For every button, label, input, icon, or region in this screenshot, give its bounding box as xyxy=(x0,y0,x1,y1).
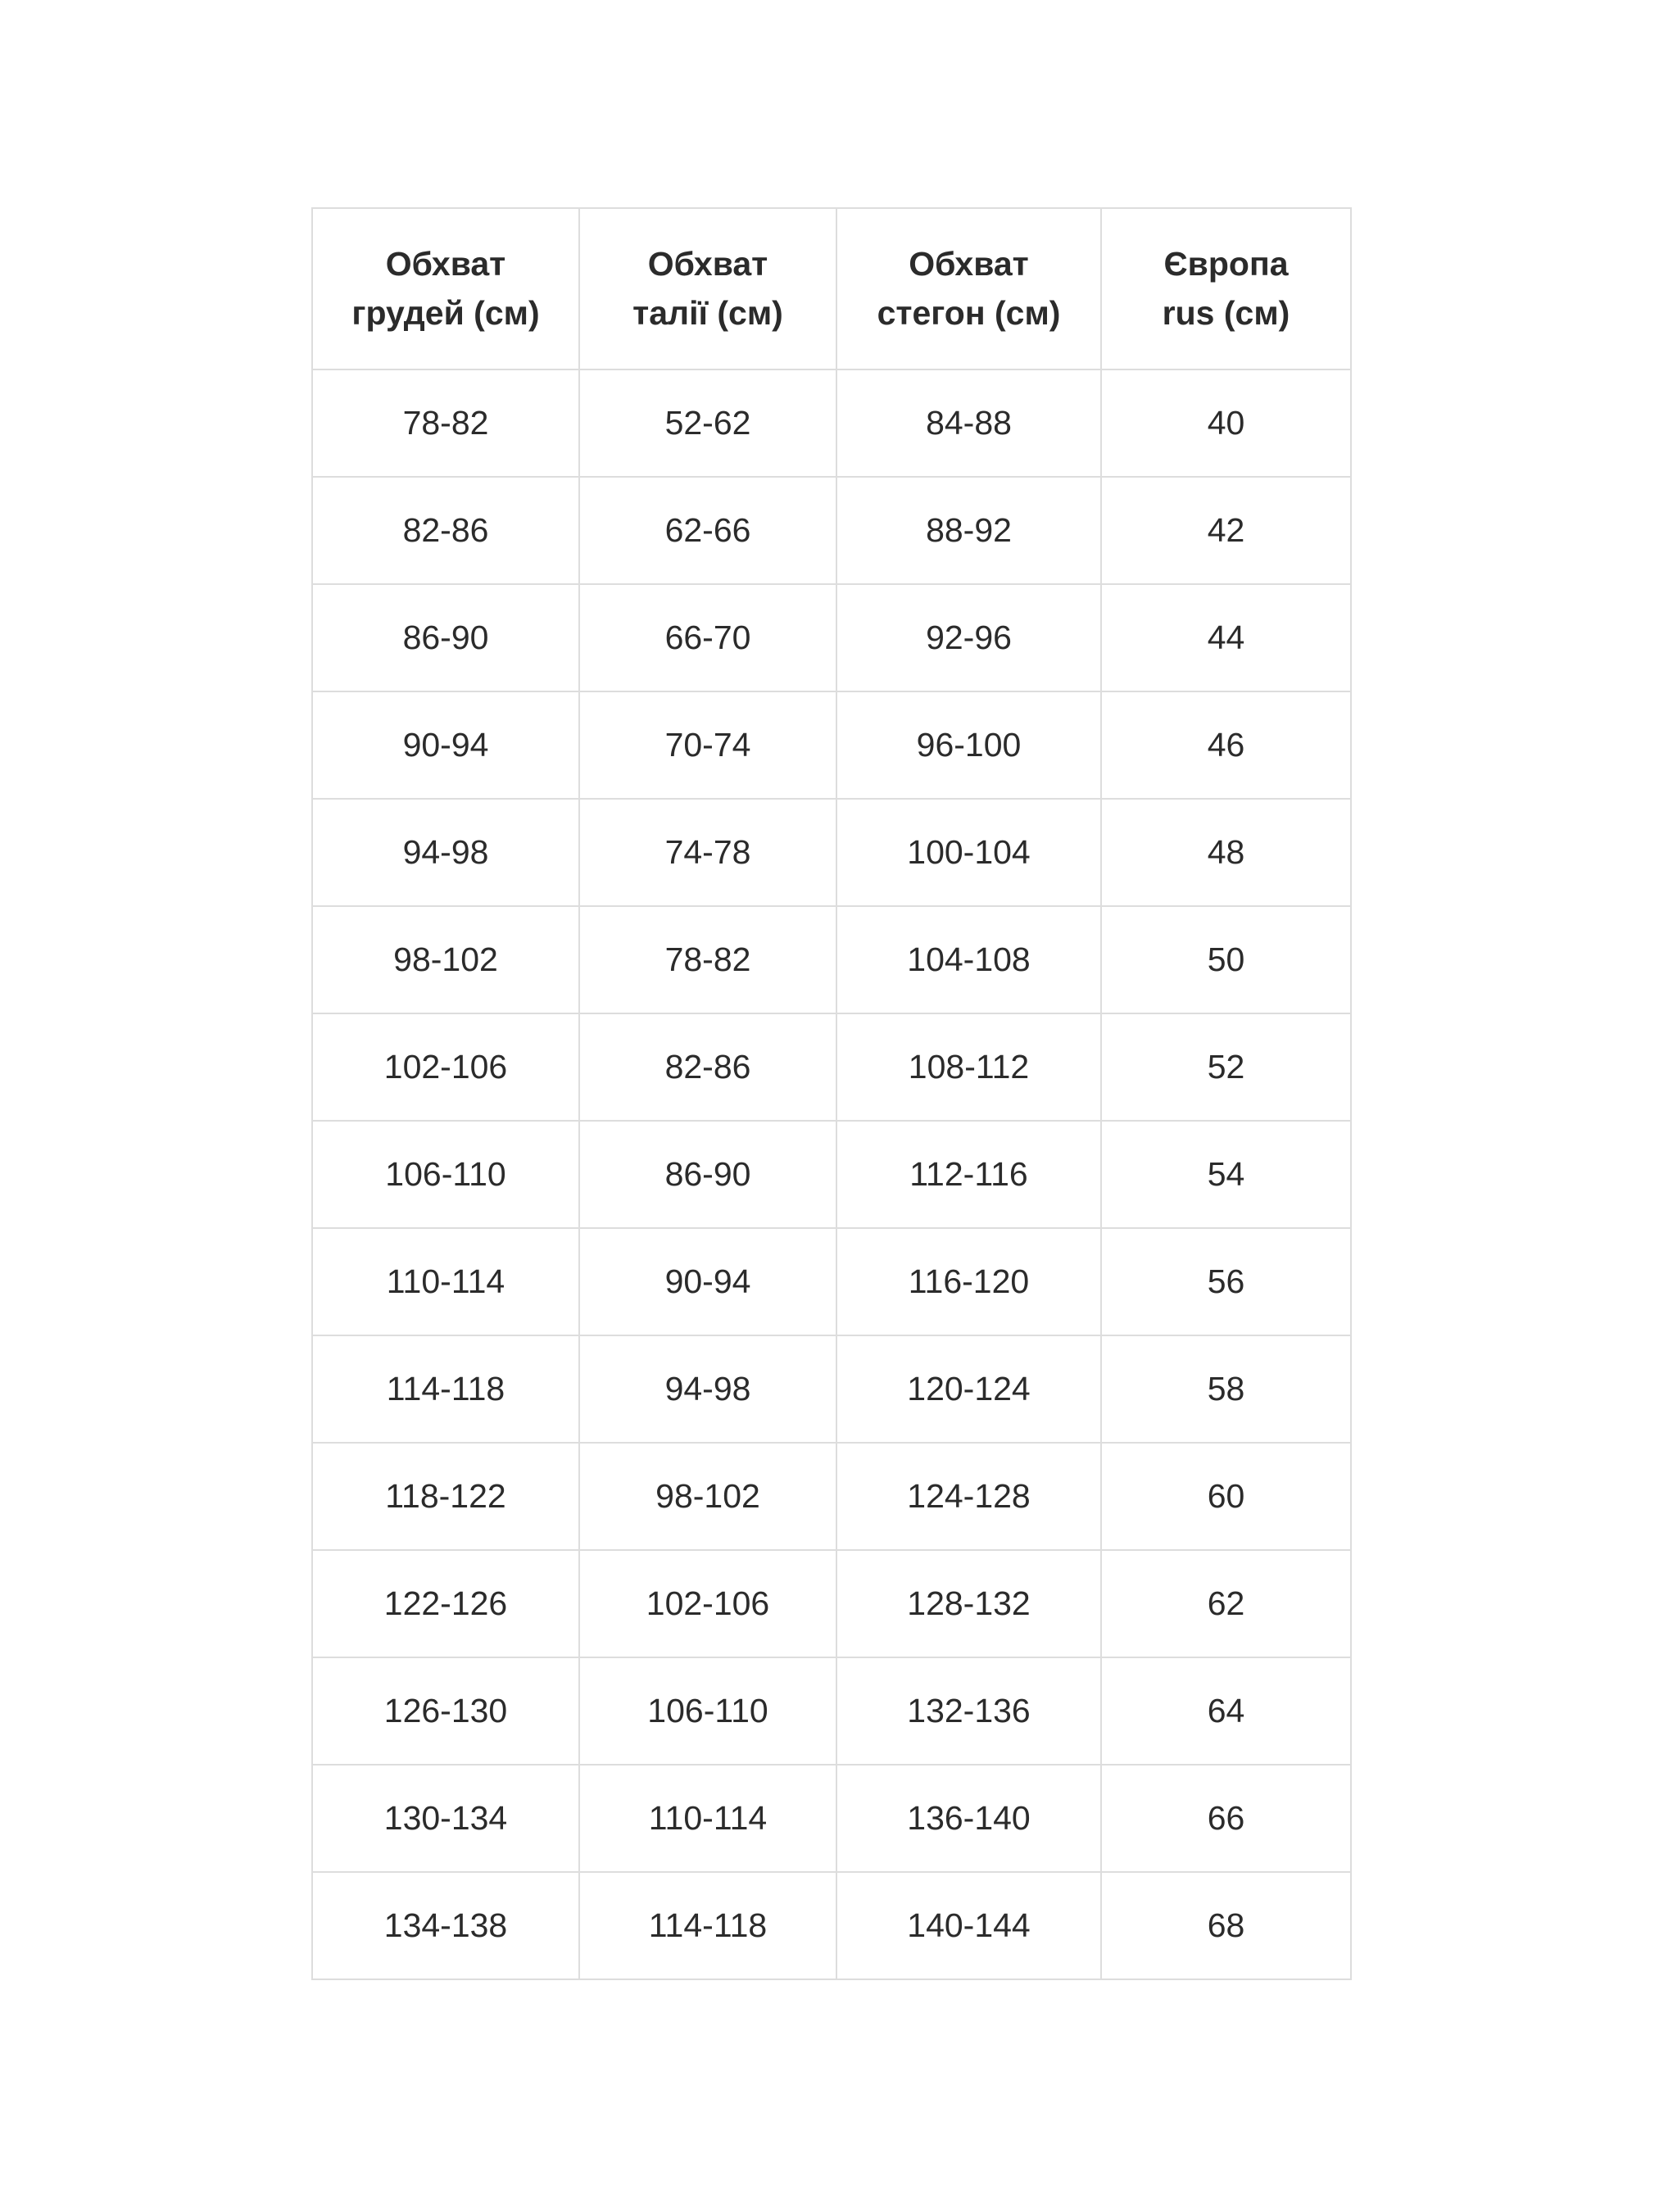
table-row: 126-130 106-110 132-136 64 xyxy=(311,1657,1352,1766)
cell-chest: 82-86 xyxy=(311,476,580,585)
cell-waist: 70-74 xyxy=(578,691,837,800)
column-header-waist: Обхват талії (см) xyxy=(578,207,837,370)
cell-hips: 124-128 xyxy=(836,1442,1102,1551)
table-row: 134-138 114-118 140-144 68 xyxy=(311,1871,1352,1980)
column-header-line2: стегон (см) xyxy=(877,293,1061,332)
cell-hips: 136-140 xyxy=(836,1764,1102,1873)
table-row: 102-106 82-86 108-112 52 xyxy=(311,1013,1352,1122)
cell-hips: 92-96 xyxy=(836,583,1102,692)
column-header-line2: талії (см) xyxy=(632,293,783,332)
table-row: 118-122 98-102 124-128 60 xyxy=(311,1442,1352,1551)
column-header-line1: Обхват xyxy=(647,245,768,283)
cell-europe_rus: 48 xyxy=(1100,798,1352,907)
table-row: 114-118 94-98 120-124 58 xyxy=(311,1335,1352,1444)
cell-hips: 100-104 xyxy=(836,798,1102,907)
cell-hips: 84-88 xyxy=(836,369,1102,478)
cell-chest: 122-126 xyxy=(311,1549,580,1658)
cell-waist: 110-114 xyxy=(578,1764,837,1873)
cell-hips: 128-132 xyxy=(836,1549,1102,1658)
table-row: 110-114 90-94 116-120 56 xyxy=(311,1227,1352,1336)
cell-europe_rus: 60 xyxy=(1100,1442,1352,1551)
column-header-line2: грудей (см) xyxy=(351,293,540,332)
column-header-europe_rus: Європа rus (см) xyxy=(1100,207,1352,370)
cell-chest: 106-110 xyxy=(311,1120,580,1229)
table-row: 130-134 110-114 136-140 66 xyxy=(311,1764,1352,1873)
column-header-chest: Обхват грудей (см) xyxy=(311,207,580,370)
cell-chest: 130-134 xyxy=(311,1764,580,1873)
cell-hips: 104-108 xyxy=(836,905,1102,1014)
cell-waist: 102-106 xyxy=(578,1549,837,1658)
cell-europe_rus: 42 xyxy=(1100,476,1352,585)
cell-waist: 114-118 xyxy=(578,1871,837,1980)
cell-europe_rus: 62 xyxy=(1100,1549,1352,1658)
table-header: Обхват грудей (см) Обхват талії (см) Обхват с… xyxy=(311,207,1352,370)
cell-hips: 96-100 xyxy=(836,691,1102,800)
cell-europe_rus: 66 xyxy=(1100,1764,1352,1873)
table-row: 106-110 86-90 112-116 54 xyxy=(311,1120,1352,1229)
column-header-hips: Обхват стегон (см) xyxy=(836,207,1102,370)
table-row: 122-126 102-106 128-132 62 xyxy=(311,1549,1352,1658)
cell-europe_rus: 52 xyxy=(1100,1013,1352,1122)
cell-chest: 118-122 xyxy=(311,1442,580,1551)
size-chart-table: Обхват грудей (см) Обхват талії (см) Обхват с… xyxy=(311,207,1352,1980)
cell-hips: 108-112 xyxy=(836,1013,1102,1122)
cell-waist: 98-102 xyxy=(578,1442,837,1551)
cell-chest: 90-94 xyxy=(311,691,580,800)
cell-europe_rus: 46 xyxy=(1100,691,1352,800)
table-row: 94-98 74-78 100-104 48 xyxy=(311,798,1352,907)
cell-chest: 98-102 xyxy=(311,905,580,1014)
cell-chest: 134-138 xyxy=(311,1871,580,1980)
cell-chest: 94-98 xyxy=(311,798,580,907)
table-row: 86-90 66-70 92-96 44 xyxy=(311,583,1352,692)
column-header-line2: rus (см) xyxy=(1162,293,1290,332)
table-body: 78-82 52-62 84-88 40 82-86 62-66 88-92 42 86-90 6… xyxy=(311,369,1352,1980)
cell-chest: 110-114 xyxy=(311,1227,580,1336)
cell-waist: 78-82 xyxy=(578,905,837,1014)
cell-hips: 120-124 xyxy=(836,1335,1102,1444)
cell-hips: 112-116 xyxy=(836,1120,1102,1229)
table-row: 78-82 52-62 84-88 40 xyxy=(311,369,1352,478)
cell-europe_rus: 44 xyxy=(1100,583,1352,692)
cell-europe_rus: 50 xyxy=(1100,905,1352,1014)
header-row: Обхват грудей (см) Обхват талії (см) Обхват с… xyxy=(311,207,1352,370)
cell-waist: 66-70 xyxy=(578,583,837,692)
cell-europe_rus: 56 xyxy=(1100,1227,1352,1336)
cell-hips: 88-92 xyxy=(836,476,1102,585)
cell-waist: 74-78 xyxy=(578,798,837,907)
cell-europe_rus: 68 xyxy=(1100,1871,1352,1980)
table-row: 82-86 62-66 88-92 42 xyxy=(311,476,1352,585)
column-header-line1: Обхват xyxy=(909,245,1029,283)
cell-chest: 78-82 xyxy=(311,369,580,478)
cell-waist: 86-90 xyxy=(578,1120,837,1229)
cell-hips: 140-144 xyxy=(836,1871,1102,1980)
size-chart-container: Обхват грудей (см) Обхват талії (см) Обхват с… xyxy=(311,207,1352,1980)
cell-waist: 94-98 xyxy=(578,1335,837,1444)
cell-chest: 102-106 xyxy=(311,1013,580,1122)
cell-waist: 62-66 xyxy=(578,476,837,585)
cell-chest: 126-130 xyxy=(311,1657,580,1766)
column-header-line1: Європа xyxy=(1163,245,1289,283)
cell-hips: 132-136 xyxy=(836,1657,1102,1766)
cell-europe_rus: 58 xyxy=(1100,1335,1352,1444)
cell-chest: 114-118 xyxy=(311,1335,580,1444)
column-header-line1: Обхват xyxy=(385,245,506,283)
cell-hips: 116-120 xyxy=(836,1227,1102,1336)
cell-waist: 106-110 xyxy=(578,1657,837,1766)
cell-europe_rus: 64 xyxy=(1100,1657,1352,1766)
table-row: 98-102 78-82 104-108 50 xyxy=(311,905,1352,1014)
cell-europe_rus: 40 xyxy=(1100,369,1352,478)
cell-chest: 86-90 xyxy=(311,583,580,692)
cell-waist: 52-62 xyxy=(578,369,837,478)
cell-waist: 90-94 xyxy=(578,1227,837,1336)
table-row: 90-94 70-74 96-100 46 xyxy=(311,691,1352,800)
cell-waist: 82-86 xyxy=(578,1013,837,1122)
cell-europe_rus: 54 xyxy=(1100,1120,1352,1229)
